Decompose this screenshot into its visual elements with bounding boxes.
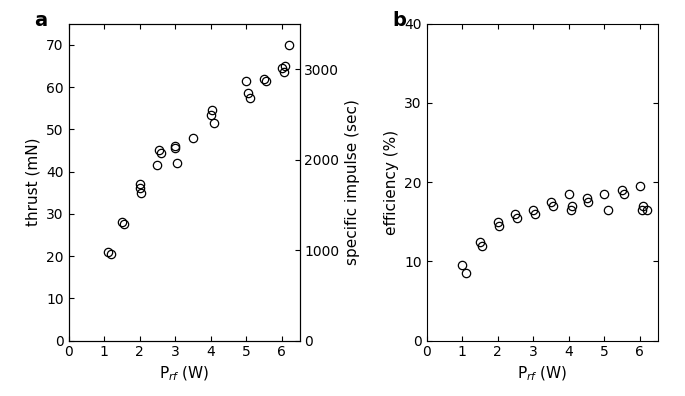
X-axis label: P$_{rf}$ (W): P$_{rf}$ (W) [159, 365, 209, 383]
Text: a: a [34, 11, 47, 30]
Y-axis label: efficiency (%): efficiency (%) [384, 129, 399, 235]
Text: b: b [392, 11, 406, 30]
Y-axis label: specific impulse (sec): specific impulse (sec) [345, 99, 360, 265]
Y-axis label: thrust (mN): thrust (mN) [25, 138, 40, 227]
X-axis label: P$_{rf}$ (W): P$_{rf}$ (W) [517, 365, 567, 383]
